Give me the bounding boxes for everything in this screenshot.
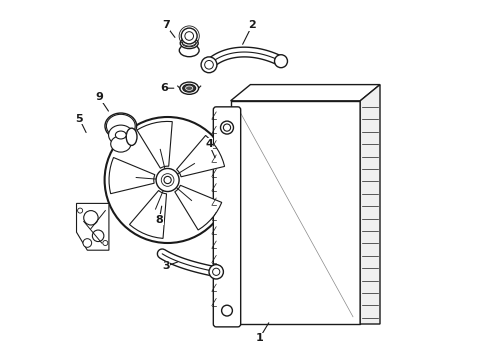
Circle shape <box>205 60 213 69</box>
Circle shape <box>220 121 233 134</box>
Text: 2: 2 <box>248 20 256 30</box>
Text: 4: 4 <box>205 139 213 149</box>
Ellipse shape <box>186 86 193 90</box>
Polygon shape <box>129 190 167 238</box>
Circle shape <box>274 55 288 68</box>
Circle shape <box>181 28 197 44</box>
Circle shape <box>77 208 83 213</box>
Circle shape <box>103 240 108 246</box>
Polygon shape <box>360 85 380 324</box>
Circle shape <box>185 32 194 40</box>
FancyBboxPatch shape <box>213 107 241 327</box>
Circle shape <box>223 124 231 131</box>
Circle shape <box>164 176 171 184</box>
Ellipse shape <box>105 113 137 139</box>
Polygon shape <box>175 185 222 230</box>
Text: 5: 5 <box>75 114 83 124</box>
Ellipse shape <box>126 128 137 145</box>
Circle shape <box>92 230 104 242</box>
Ellipse shape <box>183 84 196 92</box>
Polygon shape <box>109 157 155 194</box>
Ellipse shape <box>182 40 196 47</box>
Ellipse shape <box>180 38 198 49</box>
Polygon shape <box>231 85 380 101</box>
Text: 7: 7 <box>162 20 170 30</box>
Ellipse shape <box>109 125 133 145</box>
Text: 9: 9 <box>95 92 103 102</box>
Ellipse shape <box>179 44 199 57</box>
Ellipse shape <box>180 82 198 94</box>
Text: 8: 8 <box>155 215 163 225</box>
Ellipse shape <box>111 136 131 152</box>
Circle shape <box>84 211 98 225</box>
Circle shape <box>156 168 179 192</box>
Ellipse shape <box>116 131 126 139</box>
Polygon shape <box>137 121 172 168</box>
Circle shape <box>83 239 92 247</box>
Circle shape <box>213 268 220 275</box>
Text: 6: 6 <box>160 83 168 93</box>
Ellipse shape <box>106 114 135 138</box>
Bar <box>231 101 360 324</box>
Text: 1: 1 <box>255 333 263 343</box>
Polygon shape <box>176 135 224 177</box>
Text: 3: 3 <box>162 261 170 271</box>
Circle shape <box>201 57 217 73</box>
Circle shape <box>104 117 231 243</box>
Circle shape <box>221 305 232 316</box>
Circle shape <box>209 265 223 279</box>
Polygon shape <box>76 203 109 250</box>
